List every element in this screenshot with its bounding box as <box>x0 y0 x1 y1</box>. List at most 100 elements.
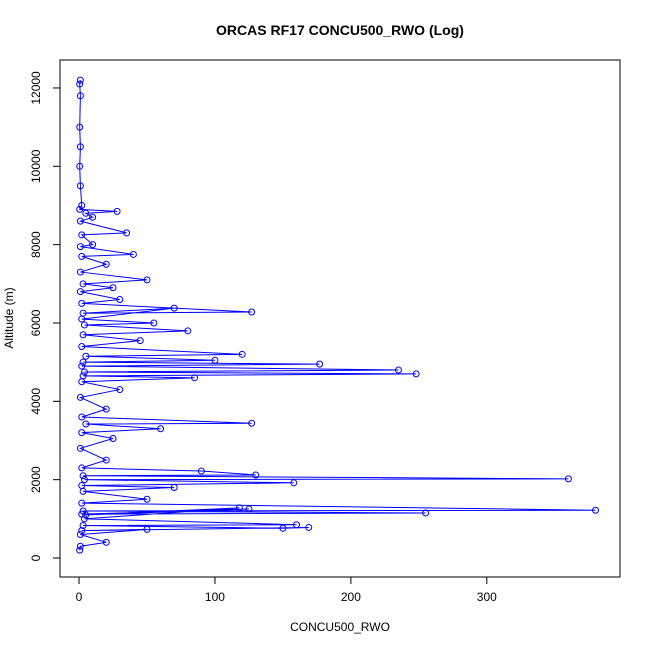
data-point <box>79 472 87 480</box>
data-point <box>89 213 97 221</box>
data-point <box>76 217 84 225</box>
data-point <box>78 299 86 307</box>
y-tick-label: 6000 <box>29 309 43 336</box>
data-point <box>238 350 246 358</box>
data-point <box>78 464 86 472</box>
data-point <box>79 358 87 366</box>
data-point <box>116 386 124 394</box>
data-point <box>592 506 600 514</box>
data-point <box>78 429 86 437</box>
data-point <box>143 525 151 533</box>
y-axis-label: Altitude (m) <box>2 287 16 348</box>
chart-title: ORCAS RF17 CONCU500_RWO (Log) <box>216 22 464 38</box>
data-point <box>157 425 165 433</box>
data-point <box>290 479 298 487</box>
y-tick-label: 8000 <box>29 231 43 258</box>
data-point <box>76 80 84 88</box>
data-point <box>82 511 90 519</box>
data-point <box>80 368 88 376</box>
y-tick-label: 12000 <box>29 71 43 105</box>
data-point <box>150 319 158 327</box>
data-point <box>422 509 430 517</box>
data-point <box>129 250 137 258</box>
data-point <box>79 521 87 529</box>
y-tick-label: 0 <box>29 554 43 561</box>
data-point <box>78 342 86 350</box>
data-point <box>76 243 84 251</box>
y-tick-label: 10000 <box>29 149 43 183</box>
data-point <box>197 467 205 475</box>
data-point <box>78 231 86 239</box>
x-tick-label: 100 <box>205 590 225 604</box>
data-point <box>564 475 572 483</box>
data-point <box>191 374 199 382</box>
data-point <box>78 252 86 260</box>
data-point <box>78 201 86 209</box>
data-point <box>76 393 84 401</box>
data-point <box>78 378 86 386</box>
x-tick-label: 300 <box>477 590 497 604</box>
data-point <box>79 487 87 495</box>
data-point <box>293 521 301 529</box>
data-point <box>245 505 253 513</box>
data-point <box>78 362 86 370</box>
data-point <box>123 229 131 237</box>
data-line <box>78 80 596 551</box>
data-point <box>76 92 84 100</box>
data-point <box>76 205 84 213</box>
data-point <box>76 542 84 550</box>
data-point <box>109 284 117 292</box>
data-point <box>412 370 420 378</box>
data-point <box>184 327 192 335</box>
data-point <box>235 504 243 512</box>
data-point <box>305 523 313 531</box>
data-point <box>80 476 88 484</box>
data-point <box>76 268 84 276</box>
data-point <box>102 405 110 413</box>
data-point <box>78 527 86 535</box>
data-point <box>143 276 151 284</box>
data-point <box>102 456 110 464</box>
data-point <box>316 360 324 368</box>
data-point <box>102 260 110 268</box>
data-point <box>78 499 86 507</box>
data-point <box>89 241 97 249</box>
x-tick-label: 200 <box>341 590 361 604</box>
data-point <box>170 483 178 491</box>
data-point <box>76 546 84 554</box>
x-axis-label: CONCU500_RWO <box>290 620 390 634</box>
data-point <box>248 419 256 427</box>
y-tick-label: 2000 <box>29 466 43 493</box>
data-point <box>394 366 402 374</box>
data-point <box>211 356 219 364</box>
data-point <box>76 182 84 190</box>
data-point <box>79 331 87 339</box>
data-point <box>136 337 144 345</box>
y-tick-label: 4000 <box>29 388 43 415</box>
data-point <box>79 280 87 288</box>
data-point <box>102 538 110 546</box>
data-point <box>80 515 88 523</box>
data-point <box>143 495 151 503</box>
data-point <box>113 207 121 215</box>
x-tick-label: 0 <box>76 590 83 604</box>
data-point <box>78 413 86 421</box>
data-point <box>252 471 260 479</box>
data-point <box>76 288 84 296</box>
data-point <box>80 321 88 329</box>
data-point <box>78 315 86 323</box>
data-point <box>109 435 117 443</box>
data-point <box>76 444 84 452</box>
data-point <box>82 420 90 428</box>
data-point <box>76 76 84 84</box>
data-point <box>82 352 90 360</box>
data-point <box>248 308 256 316</box>
data-point <box>279 524 287 532</box>
data-point <box>170 304 178 312</box>
data-point <box>116 295 124 303</box>
data-point <box>82 209 90 217</box>
data-point <box>76 123 84 131</box>
data-point <box>76 162 84 170</box>
